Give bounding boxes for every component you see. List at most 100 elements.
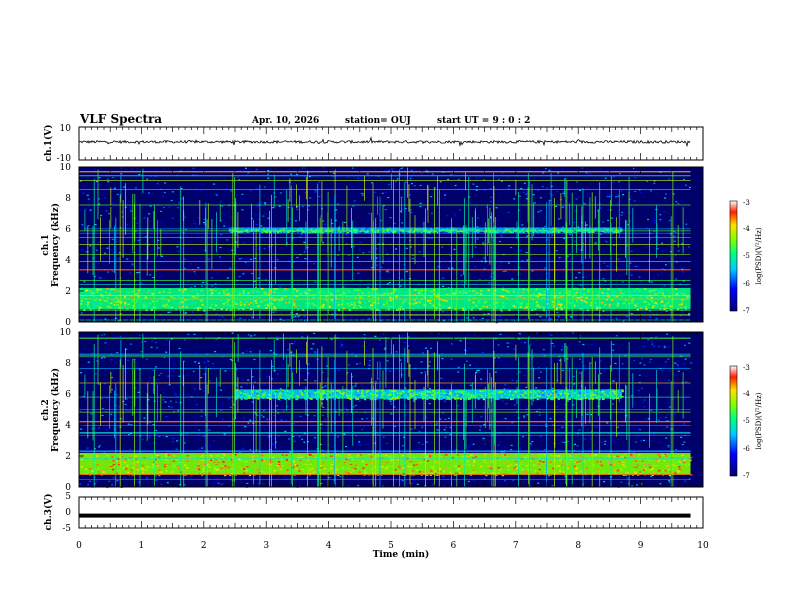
spectrogram-cell	[140, 351, 143, 353]
spectrogram-cell	[615, 408, 617, 410]
spectrogram-cell	[605, 298, 608, 301]
spectrogram-cell	[546, 239, 549, 241]
spectrogram-cell	[536, 231, 539, 234]
spectrogram-cell	[245, 469, 248, 472]
spectrogram-cell	[460, 466, 464, 468]
spectrogram-cell	[407, 184, 410, 186]
spectrogram-cell	[345, 414, 348, 416]
spectrogram-cell	[118, 307, 121, 309]
spectrogram-cell	[635, 234, 638, 236]
spectrogram-cell	[483, 348, 486, 350]
spectrogram-cell	[94, 224, 97, 226]
spectrogram-cell	[417, 289, 420, 292]
spectrogram-cell	[134, 187, 137, 189]
spectrogram-cell	[636, 302, 639, 305]
spectrogram-cell	[272, 311, 275, 313]
spectrogram-cell	[657, 274, 660, 276]
spectrogram-cell	[449, 426, 452, 429]
spectrogram-cell	[606, 311, 609, 313]
spectrogram-cell	[215, 194, 218, 196]
spectrogram-cell	[599, 360, 602, 362]
spectrogram-cell	[355, 231, 358, 233]
spectrogram-cell	[409, 231, 412, 234]
spectrogram-cell	[632, 294, 635, 296]
spectrogram-cell	[247, 261, 250, 263]
spectrogram-cell	[539, 316, 542, 318]
spectrogram-cell	[554, 231, 557, 233]
spectrogram-cell	[222, 290, 225, 292]
spectrogram-cell	[493, 357, 496, 359]
spectrogram-cell	[440, 278, 443, 280]
spectrogram-cell	[461, 460, 464, 462]
spectrogram-cell	[381, 485, 384, 487]
spectrogram-cell	[661, 290, 664, 293]
spectrogram-cell	[90, 393, 93, 395]
spectrogram-cell	[368, 212, 371, 215]
spectrogram-cell	[330, 338, 333, 341]
spectrogram-cell	[81, 298, 84, 301]
spectrogram-cell	[96, 290, 99, 292]
spectrogram-cell	[434, 230, 437, 233]
spectrogram-cell	[181, 413, 184, 415]
spectrogram-cell	[354, 289, 357, 291]
spectrogram-cell	[678, 460, 681, 463]
spectrogram-cell	[141, 283, 144, 285]
spectrogram-cell	[167, 300, 170, 302]
spectrogram-cell	[167, 333, 170, 335]
spectrogram-cell	[366, 227, 369, 230]
spectrogram-cell	[432, 227, 435, 230]
spectrogram-cell	[476, 251, 479, 254]
spectrogram-cell	[263, 240, 266, 242]
spectrogram-cell	[364, 293, 367, 296]
spectrogram-cell	[155, 341, 158, 344]
spectrogram-cell	[663, 297, 667, 299]
spectrogram-cell	[555, 406, 558, 408]
spectrogram-cell	[110, 288, 113, 291]
spectrogram-cell	[375, 257, 378, 259]
spectrogram-cell	[401, 167, 404, 169]
spectrogram-cell	[446, 478, 449, 480]
spectrogram-cell	[633, 360, 636, 362]
spectrogram-cell	[342, 292, 346, 294]
spectrogram-cell	[541, 231, 544, 233]
spectrogram-cell	[208, 364, 210, 366]
spectrogram-cell	[307, 227, 310, 230]
spectrogram-cell	[84, 186, 87, 188]
spectrogram-cell	[591, 344, 594, 346]
spectrogram-cell	[519, 306, 522, 308]
spectrogram-cell	[209, 306, 212, 309]
spectrogram-cell	[687, 297, 690, 299]
spectrogram-cell	[106, 178, 109, 180]
spectrogram-cell	[356, 216, 359, 219]
spectrogram-cell	[461, 231, 464, 233]
spectrogram-cell	[232, 253, 235, 255]
spectrogram-cell	[490, 217, 492, 219]
spectrogram-cell	[94, 373, 97, 375]
spectrogram-cell	[434, 442, 437, 444]
spectrogram-cell	[221, 205, 224, 207]
spectrogram-cell	[654, 302, 658, 304]
spectrogram-cell	[443, 485, 446, 487]
spectrogram-cell	[104, 291, 108, 294]
spectrogram-cell	[447, 287, 450, 289]
spectrogram-cell	[304, 354, 307, 356]
spectrogram-cell	[90, 413, 92, 415]
spectrogram-cell	[100, 303, 103, 305]
spectrogram-cell	[464, 484, 467, 486]
spectrogram-cell	[107, 181, 110, 183]
spectrogram-cell	[619, 228, 622, 231]
spectrogram-cell	[363, 229, 366, 231]
spectrogram-cell	[563, 205, 566, 207]
spectrogram-cell	[243, 303, 246, 306]
spectrogram-cell	[359, 296, 362, 298]
spectrogram-cell	[288, 423, 291, 425]
spectrogram-cell	[127, 359, 129, 361]
spectrogram-cell	[152, 389, 155, 391]
spectrogram-cell	[294, 220, 297, 222]
spectrogram-cell	[260, 300, 263, 303]
spectrogram-cell	[447, 231, 450, 233]
spectrogram-cell	[271, 197, 274, 199]
spectrogram-cell	[117, 290, 120, 293]
spectrogram-cell	[441, 230, 444, 233]
spectrogram-cell	[469, 342, 472, 344]
